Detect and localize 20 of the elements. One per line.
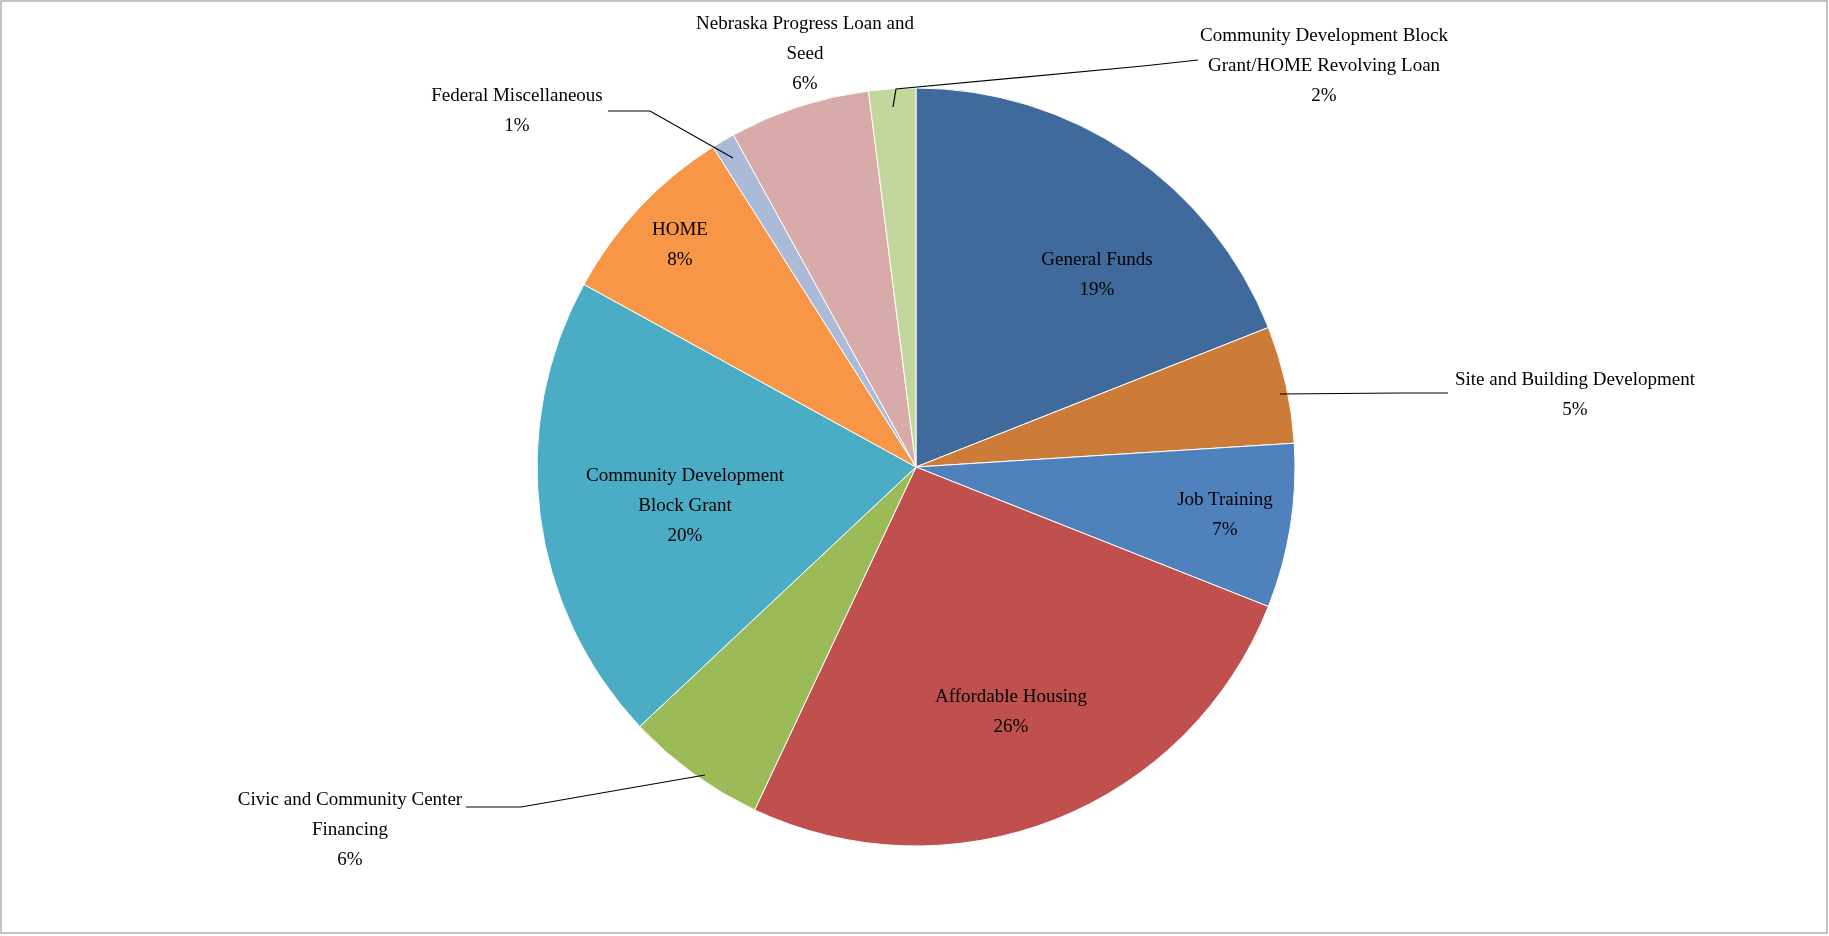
data-label: 2% <box>1311 84 1337 105</box>
data-label: 7% <box>1212 518 1238 539</box>
slice-label: Community Development Block Grant/HOME Revolving Loan <box>1199 24 1449 75</box>
data-label: 5% <box>1562 398 1588 419</box>
slice-label: Nebraska Progress Loan and Seed <box>696 12 915 63</box>
data-label: 20% <box>667 524 703 545</box>
slice-label: Civic and Community Center Financing <box>237 788 463 839</box>
slice-label: Community Development Block Grant <box>586 464 785 515</box>
data-label: 6% <box>792 72 818 93</box>
slice-label: General Funds <box>1041 248 1153 269</box>
slice-label: Federal Miscellaneous <box>431 84 603 105</box>
data-label: 1% <box>504 114 530 135</box>
slice-label: Affordable Housing <box>934 685 1088 706</box>
slice-label: Job Training <box>1177 488 1274 509</box>
data-label: 19% <box>1079 278 1115 299</box>
data-label: 6% <box>337 848 363 869</box>
slice-label: HOME <box>652 218 708 239</box>
data-label: 8% <box>667 248 693 269</box>
data-label: 26% <box>993 715 1029 736</box>
slice-label: Site and Building Development <box>1454 368 1696 389</box>
